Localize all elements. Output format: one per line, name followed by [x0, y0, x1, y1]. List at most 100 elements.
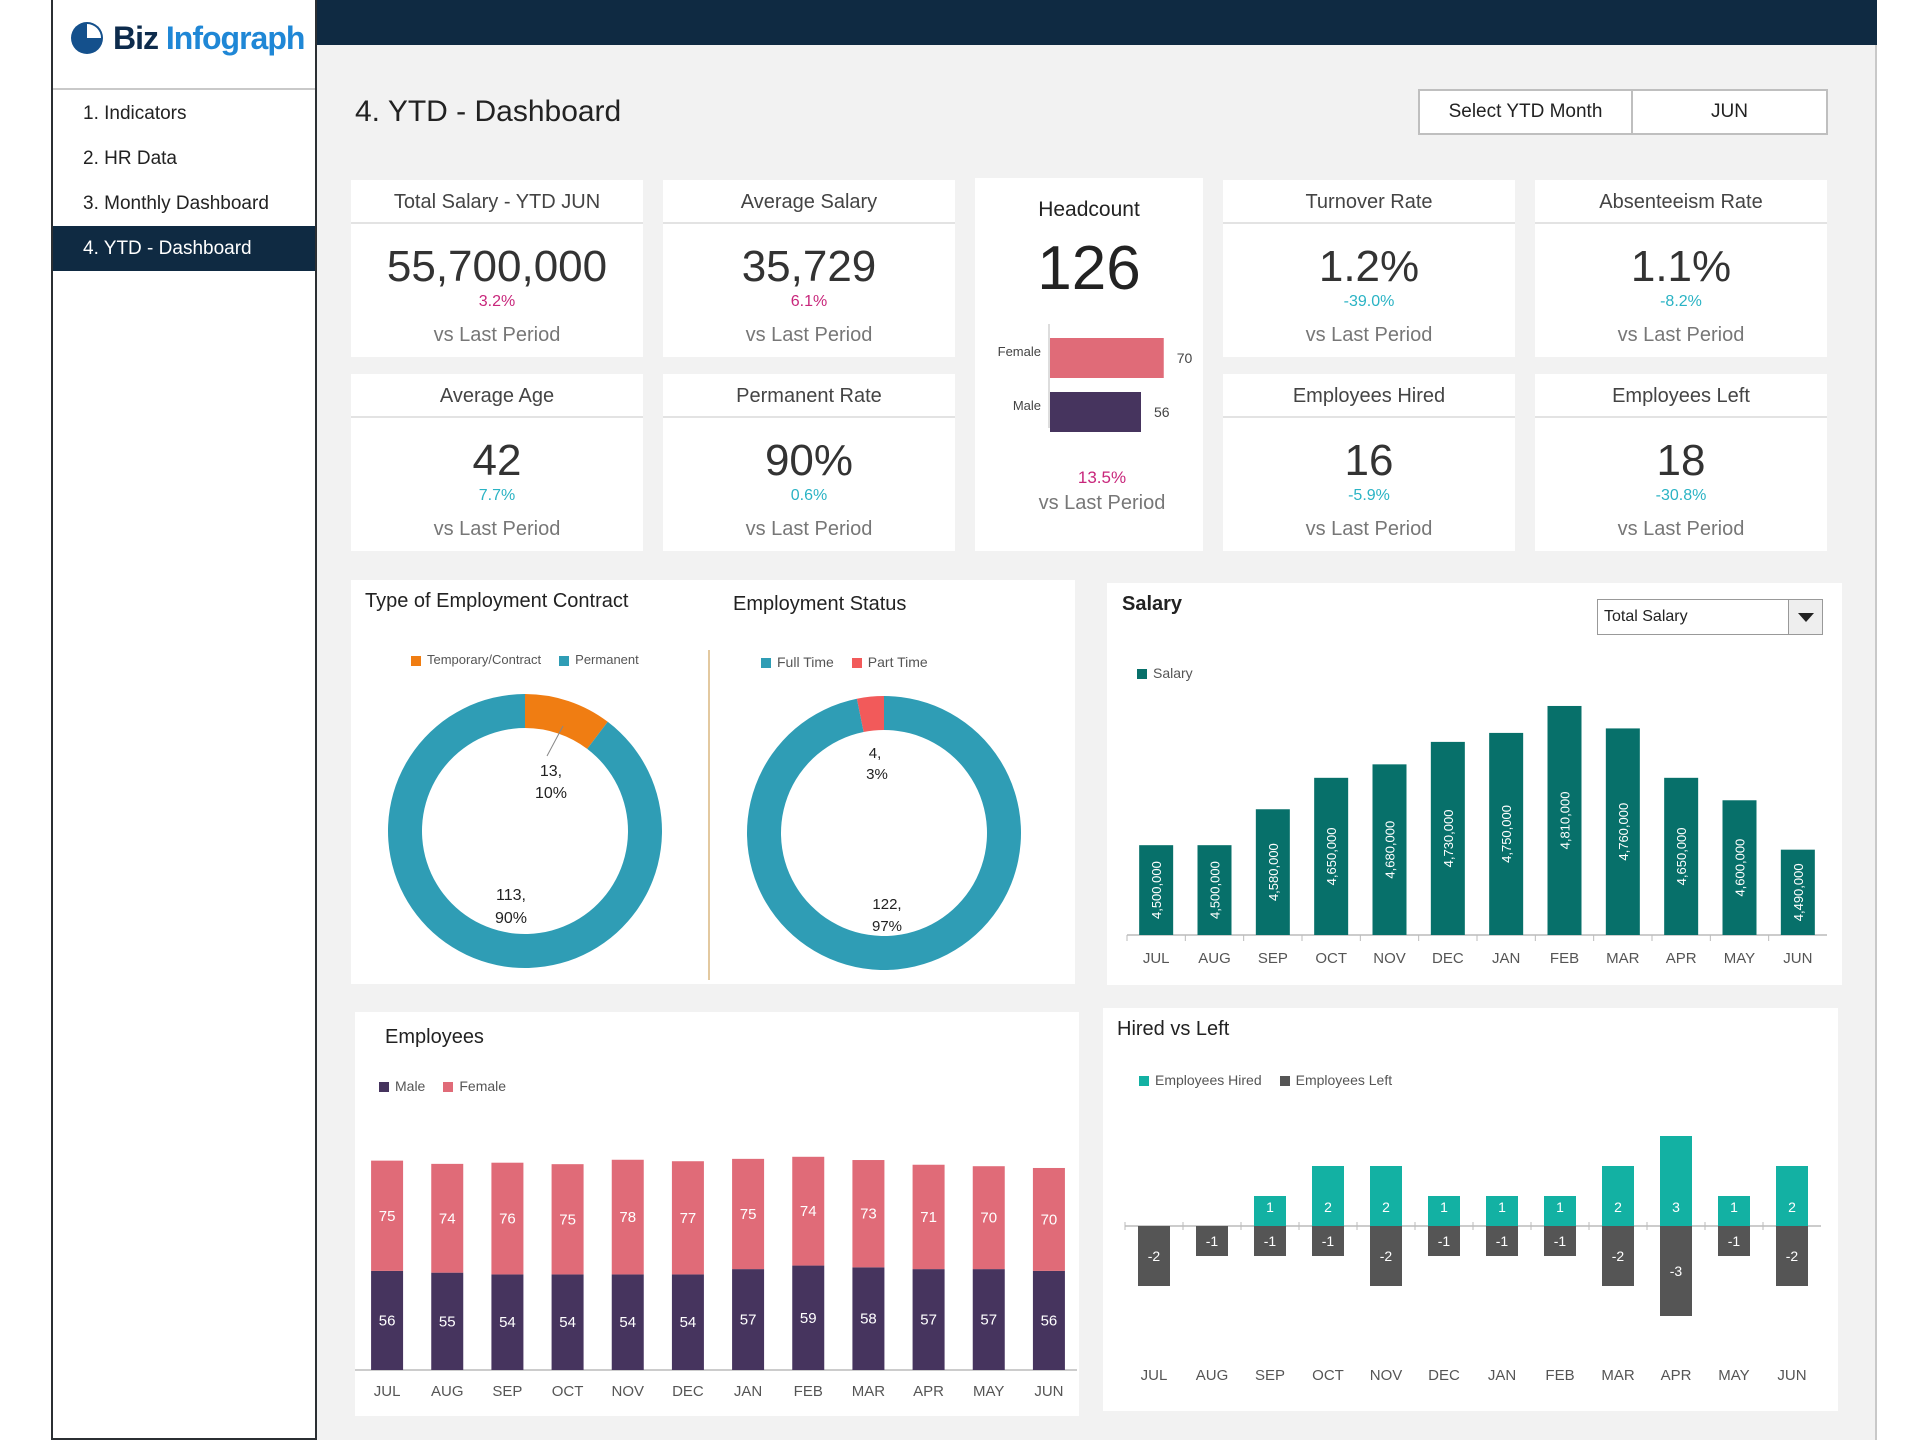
kpi-value: 35,729: [741, 242, 877, 291]
salary-data-label: 4,580,000: [1266, 843, 1281, 901]
employees-male-label: 56: [1041, 1312, 1058, 1329]
nav-item-hr-data[interactable]: 2. HR Data: [83, 148, 177, 169]
logo-text: Biz Infograph: [113, 20, 305, 57]
employees-male-label: 58: [860, 1311, 877, 1328]
kpi-title: Average Age: [351, 374, 643, 418]
left-bar-mar: [1602, 1226, 1634, 1286]
employees-female-label: 76: [499, 1211, 516, 1228]
hired-bar-oct: [1312, 1166, 1344, 1226]
salary-bar-aug: [1197, 845, 1232, 935]
sidebar: Biz Infograph 1. Indicators 2. HR Data 3…: [51, 0, 317, 1440]
salary-bar-jun: [1780, 849, 1815, 935]
employees-x-tick-label: AUG: [431, 1383, 464, 1400]
salary-bar-feb: [1547, 705, 1582, 935]
headcount-bar-value: 56: [1154, 404, 1170, 420]
left-label: -1: [1496, 1233, 1509, 1249]
employees-bar-male-jun: [1032, 1270, 1065, 1370]
nav-item-monthly-dashboard[interactable]: 3. Monthly Dashboard: [83, 193, 269, 214]
hired-label: 2: [1324, 1199, 1332, 1215]
hired-vs-left-panel: Hired vs Left Employees Hired Employees …: [1103, 1008, 1838, 1411]
salary-bar-oct: [1314, 777, 1349, 935]
left-label: -3: [1670, 1263, 1683, 1279]
employees-bar-male-may: [972, 1269, 1005, 1370]
left-label: -1: [1438, 1233, 1451, 1249]
label-leader: [546, 725, 564, 757]
nav-item-indicators[interactable]: 1. Indicators: [83, 103, 187, 124]
employees-male-label: 57: [920, 1312, 937, 1329]
main-area: 4. YTD - Dashboard Select YTD Month JUN …: [317, 0, 1877, 1440]
salary-data-label: 4,680,000: [1383, 821, 1398, 879]
salary-data-label: 4,600,000: [1733, 839, 1748, 897]
kpi-title: Absenteeism Rate: [1535, 180, 1827, 224]
kpi-value: 55,700,000: [386, 242, 608, 291]
nav-item-ytd-dashboard[interactable]: 4. YTD - Dashboard: [53, 226, 315, 271]
kpi-change: 6.1%: [790, 293, 828, 310]
employees-x-tick-label: JUL: [374, 1383, 401, 1400]
salary-bar-chart: 4,500,000 JUL 4,500,000 AUG 4,580,000 SEP 4,65…: [1126, 705, 1827, 967]
hired-left-title: Hired vs Left: [1117, 1018, 1230, 1040]
hired-bar-mar: [1602, 1166, 1634, 1226]
salary-metric-dropdown[interactable]: Total Salary: [1597, 599, 1823, 635]
donut-slice-part-time: [856, 696, 884, 733]
salary-x-tick-label: APR: [1666, 950, 1697, 967]
kpi-value: 1.2%: [1318, 242, 1420, 291]
headcount-bar-male: [1050, 392, 1141, 432]
kpi-change: -8.2%: [1660, 293, 1702, 310]
employees-bar-male-oct: [551, 1274, 584, 1370]
chevron-down-icon[interactable]: [1788, 600, 1822, 634]
employees-female-label: 73: [860, 1206, 877, 1223]
left-bar-oct: [1312, 1226, 1344, 1256]
page-title: 4. YTD - Dashboard: [355, 95, 622, 128]
contract-title: Type of Employment Contract: [365, 590, 629, 612]
hired-x-tick-label: MAR: [1601, 1367, 1635, 1384]
salary-x-tick-label: OCT: [1315, 950, 1347, 967]
hired-x-tick-label: DEC: [1428, 1367, 1460, 1384]
kpi-average-age: Average Age 42 7.7% vs Last Period: [351, 374, 643, 551]
salary-title: Salary: [1122, 593, 1183, 615]
kpi-title: Employees Left: [1535, 374, 1827, 418]
salary-dropdown-value: Total Salary: [1604, 608, 1688, 625]
kpi-title: Turnover Rate: [1223, 180, 1515, 224]
kpi-employees-left: Employees Left 18 -30.8% vs Last Period: [1535, 374, 1827, 551]
headcount-value: 126: [1037, 234, 1141, 303]
left-bar-aug: [1196, 1226, 1228, 1256]
employees-female-label: 78: [619, 1209, 636, 1226]
employees-x-tick-label: OCT: [552, 1383, 584, 1400]
employees-female-label: 71: [920, 1209, 937, 1226]
logo-text-part1: Biz: [113, 20, 159, 56]
salary-data-label: 4,500,000: [1149, 861, 1164, 919]
salary-x-tick-label: MAY: [1724, 950, 1755, 967]
kpi-title: Permanent Rate: [663, 374, 955, 418]
ytd-month-selector[interactable]: Select YTD Month JUN: [1418, 89, 1828, 135]
salary-data-label: 4,490,000: [1791, 863, 1806, 921]
employees-bar-female-mar: [852, 1160, 885, 1268]
kpi-total-salary: Total Salary - YTD JUN 55,700,000 3.2% v…: [351, 180, 643, 357]
salary-data-label: 4,650,000: [1674, 827, 1689, 885]
headcount-title: Headcount: [1038, 198, 1140, 221]
employees-bar-female-jun: [1032, 1167, 1065, 1271]
status-legend: Full Time Part Time: [761, 654, 928, 670]
hired-bar-sep: [1254, 1196, 1286, 1226]
employees-female-label: 70: [1041, 1211, 1058, 1228]
salary-bar-dec: [1430, 741, 1465, 935]
hired-bar-nov: [1370, 1166, 1402, 1226]
legend-item-left: Employees Left: [1279, 1072, 1392, 1088]
salary-data-label: 4,730,000: [1441, 810, 1456, 868]
employees-x-tick-label: MAR: [852, 1383, 886, 1400]
left-bar-apr: [1660, 1226, 1692, 1316]
left-bar-feb: [1544, 1226, 1576, 1256]
ytd-month-value[interactable]: JUN: [1711, 101, 1748, 122]
employees-title: Employees: [385, 1026, 484, 1048]
salary-bar-apr: [1664, 777, 1699, 935]
hired-label: 2: [1382, 1199, 1390, 1215]
hired-label: 1: [1266, 1199, 1274, 1215]
employees-female-label: 70: [980, 1210, 997, 1227]
hired-x-tick-label: FEB: [1545, 1367, 1574, 1384]
employees-male-label: 54: [619, 1314, 636, 1331]
salary-data-label: 4,500,000: [1208, 861, 1223, 919]
kpi-value: 90%: [764, 436, 854, 485]
employees-male-label: 56: [379, 1312, 396, 1329]
hired-x-tick-label: SEP: [1255, 1367, 1285, 1384]
employees-female-label: 75: [379, 1208, 396, 1225]
